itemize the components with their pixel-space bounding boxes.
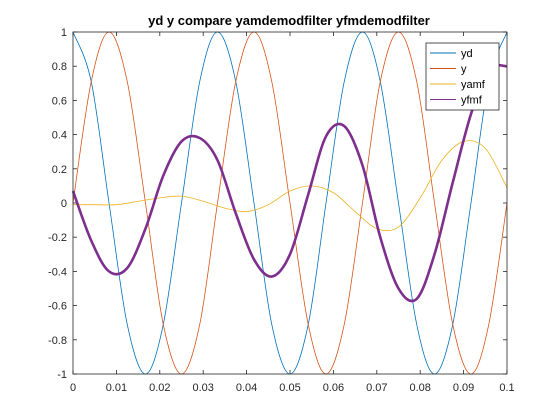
y-tick-label: -1 bbox=[57, 369, 67, 381]
tick-layer: 0 0.01 0.02 0.03 0.04 0.05 0.06 0.07 0.08 0.09 0.1… bbox=[48, 27, 515, 394]
y-tick-label: 0.4 bbox=[52, 130, 67, 142]
legend-label-yamf: yamf bbox=[461, 79, 486, 91]
x-tick-label: 0.1 bbox=[499, 382, 514, 394]
x-tick-label: 0 bbox=[70, 382, 76, 394]
legend-box bbox=[425, 42, 500, 111]
chart-title: yd y compare yamdemodfilter yfmdemodfilt… bbox=[148, 13, 430, 28]
x-tick-label: 0.03 bbox=[192, 382, 213, 394]
axes-box bbox=[72, 31, 508, 375]
y-tick-label: -0.4 bbox=[48, 266, 67, 278]
y-tick-label: 0.2 bbox=[52, 164, 67, 176]
legend-label-y: y bbox=[461, 64, 467, 76]
x-tick-label: 0.05 bbox=[279, 382, 300, 394]
legend: yd y yamf yfmf bbox=[425, 42, 500, 111]
y-tick-label: 0 bbox=[61, 198, 67, 210]
x-tick-label: 0.04 bbox=[236, 382, 257, 394]
x-tick-label: 0.08 bbox=[409, 382, 430, 394]
y-tick-label: 0.8 bbox=[52, 61, 67, 73]
series-line-y bbox=[72, 31, 508, 375]
series-line-yamf bbox=[73, 140, 508, 232]
y-tick-label: 1 bbox=[61, 27, 67, 39]
x-tick-label: 0.07 bbox=[366, 382, 387, 394]
x-tick-label: 0.09 bbox=[453, 382, 474, 394]
x-tick-label: 0.01 bbox=[106, 382, 127, 394]
legend-label-yfmf: yfmf bbox=[461, 95, 483, 107]
y-tick-label: -0.6 bbox=[48, 301, 67, 313]
y-tick-label: -0.2 bbox=[48, 232, 67, 244]
series-line-yfmf bbox=[71, 63, 508, 303]
y-tick-label: 0.6 bbox=[52, 95, 67, 107]
x-tick-label: 0.02 bbox=[149, 382, 170, 394]
legend-label-yd: yd bbox=[461, 48, 473, 60]
x-tick-label: 0.06 bbox=[323, 382, 344, 394]
y-tick-label: -0.8 bbox=[48, 335, 67, 347]
